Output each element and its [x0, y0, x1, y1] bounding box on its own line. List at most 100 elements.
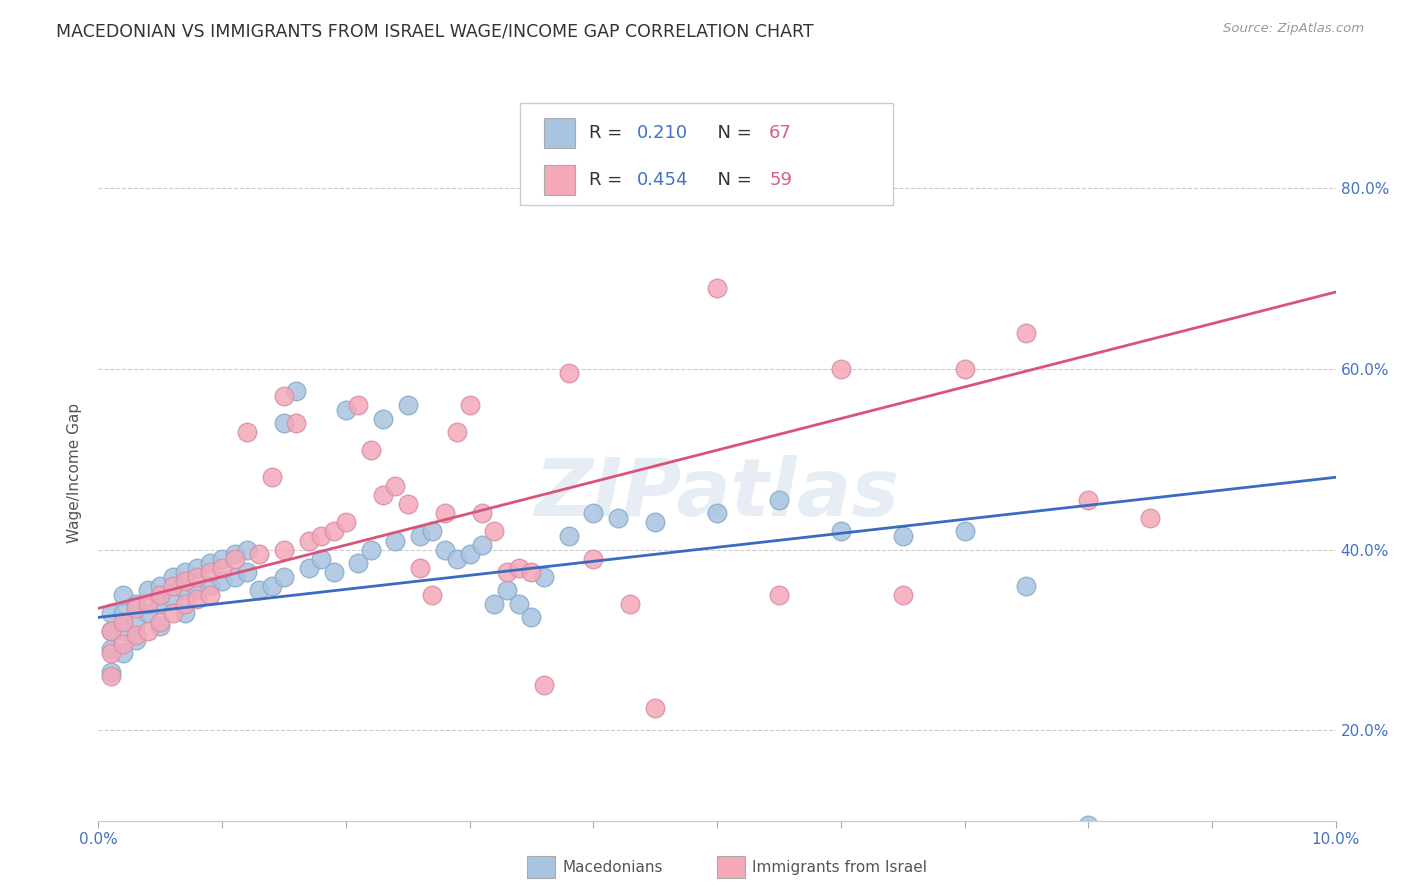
Point [953, 524, 976, 539]
Point [458, 547, 481, 561]
Text: Source: ZipAtlas.com: Source: ZipAtlas.com [1223, 22, 1364, 36]
Point [174, 565, 197, 579]
Point [508, 560, 530, 574]
Point [247, 583, 270, 598]
Point [112, 588, 135, 602]
Point [260, 579, 283, 593]
Point [260, 470, 283, 484]
Text: MACEDONIAN VS IMMIGRANTS FROM ISRAEL WAGE/INCOME GAP CORRELATION CHART: MACEDONIAN VS IMMIGRANTS FROM ISRAEL WAG… [56, 22, 814, 40]
Point [347, 556, 370, 570]
Point [149, 619, 172, 633]
Point [484, 597, 506, 611]
Point [644, 700, 666, 714]
Point [174, 606, 197, 620]
Point [471, 538, 494, 552]
Point [360, 542, 382, 557]
Point [136, 624, 159, 638]
Point [422, 524, 444, 539]
Point [136, 583, 159, 598]
Point [508, 597, 530, 611]
Point [471, 507, 494, 521]
Point [100, 665, 122, 679]
Point [136, 606, 159, 620]
Point [396, 497, 419, 511]
Point [198, 588, 221, 602]
Point [953, 362, 976, 376]
Point [533, 678, 555, 692]
Point [186, 569, 208, 583]
Point [273, 416, 295, 430]
Point [520, 610, 543, 624]
Text: R =: R = [589, 124, 628, 142]
Point [124, 632, 146, 647]
Point [830, 362, 852, 376]
Point [309, 551, 332, 566]
Point [224, 569, 246, 583]
Point [335, 516, 357, 530]
Point [198, 579, 221, 593]
Text: 0.454: 0.454 [637, 171, 689, 189]
Text: N =: N = [706, 124, 758, 142]
Point [149, 579, 172, 593]
Text: Macedonians: Macedonians [562, 860, 662, 874]
Point [495, 583, 517, 598]
Point [384, 479, 406, 493]
Point [371, 488, 394, 502]
Text: N =: N = [706, 171, 758, 189]
Point [112, 647, 135, 661]
Text: ZIPatlas: ZIPatlas [534, 455, 900, 533]
Text: 59: 59 [769, 171, 792, 189]
Point [285, 416, 308, 430]
Point [112, 637, 135, 651]
Point [1077, 818, 1099, 832]
Point [446, 551, 468, 566]
Point [644, 516, 666, 530]
Point [520, 565, 543, 579]
Point [162, 569, 184, 583]
Point [112, 606, 135, 620]
Point [112, 615, 135, 629]
Point [768, 492, 790, 507]
Point [285, 384, 308, 399]
Point [100, 606, 122, 620]
Point [124, 628, 146, 642]
Point [706, 280, 728, 294]
Point [582, 507, 605, 521]
Point [174, 574, 197, 589]
Point [100, 669, 122, 683]
Point [224, 551, 246, 566]
Point [495, 565, 517, 579]
Point [768, 588, 790, 602]
Point [124, 615, 146, 629]
Point [360, 443, 382, 458]
Point [371, 411, 394, 425]
Point [124, 597, 146, 611]
Point [162, 606, 184, 620]
Point [619, 597, 641, 611]
Point [309, 529, 332, 543]
Text: 0.210: 0.210 [637, 124, 688, 142]
Point [100, 624, 122, 638]
Point [247, 547, 270, 561]
Point [273, 569, 295, 583]
Point [174, 583, 197, 598]
Point [236, 425, 259, 439]
Point [149, 588, 172, 602]
Text: Immigrants from Israel: Immigrants from Israel [752, 860, 927, 874]
Point [236, 542, 259, 557]
Point [211, 560, 233, 574]
Point [1015, 326, 1038, 340]
Point [446, 425, 468, 439]
Point [100, 624, 122, 638]
Point [1077, 492, 1099, 507]
Point [136, 597, 159, 611]
Point [384, 533, 406, 548]
Point [347, 398, 370, 412]
Point [186, 583, 208, 598]
Point [273, 542, 295, 557]
Point [557, 529, 579, 543]
Point [162, 592, 184, 607]
Point [582, 551, 605, 566]
Point [706, 507, 728, 521]
Point [149, 597, 172, 611]
